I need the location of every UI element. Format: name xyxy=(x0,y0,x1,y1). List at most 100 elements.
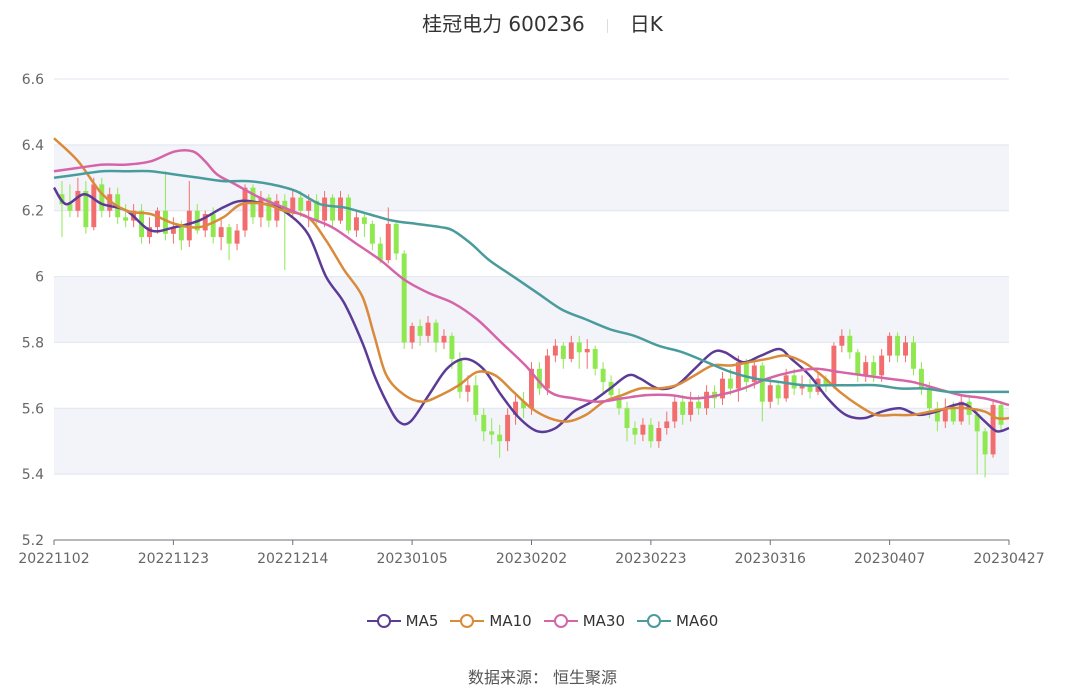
candle xyxy=(521,391,527,419)
y-tick-label: 5.2 xyxy=(22,533,44,549)
kline-chart[interactable]: 5.25.45.65.866.26.46.6 20221102 20221123 2… xyxy=(0,0,1085,600)
candle xyxy=(322,190,328,228)
x-tick-label: 20230105 xyxy=(376,551,447,567)
candle xyxy=(911,335,916,376)
title-separator xyxy=(606,18,608,33)
candle xyxy=(632,421,638,445)
legend-item-ma30[interactable]: MA30 xyxy=(543,612,626,630)
candle xyxy=(218,217,224,251)
x-tick-label: 20221102 xyxy=(18,551,89,567)
candle xyxy=(123,204,129,228)
candle xyxy=(560,342,566,369)
candle xyxy=(680,395,686,425)
candle xyxy=(759,362,765,422)
legend-label: MA30 xyxy=(582,612,626,630)
candle xyxy=(552,339,558,363)
y-axis: 5.2 5.4 5.6 5.8 6 6.2 6.4 6.6 xyxy=(22,72,44,549)
grid-band xyxy=(54,144,1009,211)
candle xyxy=(536,362,542,396)
legend-marker-icon xyxy=(543,614,578,628)
candle xyxy=(489,418,495,445)
candle xyxy=(107,187,113,218)
candle xyxy=(417,319,423,346)
candle xyxy=(497,424,503,458)
legend-item-ma10[interactable]: MA10 xyxy=(450,612,532,630)
candle xyxy=(640,418,646,442)
candle xyxy=(847,329,853,359)
candle xyxy=(170,217,176,244)
candle xyxy=(393,220,399,261)
data-source: 数据来源： 恒生聚源 xyxy=(467,668,618,687)
legend-item-ma60[interactable]: MA60 xyxy=(637,612,718,630)
legend-marker-icon xyxy=(637,614,672,628)
candle xyxy=(385,207,391,264)
candle xyxy=(473,375,479,422)
candle xyxy=(544,349,550,396)
candle xyxy=(807,378,813,399)
legend-item-ma5[interactable]: MA5 xyxy=(366,612,439,630)
y-tick-label: 6 xyxy=(35,270,44,286)
candle xyxy=(226,223,232,261)
candle xyxy=(155,207,160,234)
x-tick-label: 20230223 xyxy=(615,551,686,567)
x-tick-label: 20230202 xyxy=(496,551,567,567)
candle xyxy=(688,391,694,422)
candle xyxy=(441,329,447,350)
candle xyxy=(982,428,988,478)
ma-line-ma30 xyxy=(53,148,1010,407)
candle xyxy=(568,335,574,363)
candle xyxy=(314,194,320,224)
chart-title: 桂冠电力 600236 日K xyxy=(0,8,1085,37)
candle xyxy=(616,388,622,415)
legend-label: MA60 xyxy=(676,612,719,630)
candle xyxy=(664,411,670,435)
candle xyxy=(186,181,192,247)
legend: MA5 MA10 MA30 MA60 xyxy=(0,612,1085,633)
candle xyxy=(863,355,869,382)
ma-lines xyxy=(52,137,1010,434)
y-tick-label: 5.6 xyxy=(22,401,44,417)
x-tick-label: 20221123 xyxy=(138,551,209,567)
candle xyxy=(513,395,519,425)
candle xyxy=(242,184,248,238)
candle xyxy=(576,335,582,369)
legend-label: MA5 xyxy=(405,612,439,630)
x-axis: 20221102 20221123 20221214 20230105 20230202… xyxy=(18,539,1045,567)
candle xyxy=(831,342,837,389)
candle xyxy=(895,332,901,363)
candle xyxy=(720,372,725,405)
candle xyxy=(481,408,487,442)
ma-line-ma10 xyxy=(53,137,1010,423)
x-tick-label: 20230427 xyxy=(973,551,1044,567)
candle xyxy=(83,181,89,234)
candle xyxy=(274,194,280,228)
candle xyxy=(202,210,208,238)
candle xyxy=(791,368,797,396)
grid-band xyxy=(54,276,1009,343)
candle xyxy=(234,223,240,251)
candle xyxy=(648,418,654,448)
candle xyxy=(99,177,105,218)
candle xyxy=(934,401,940,432)
candle xyxy=(369,220,375,251)
ma-line-ma60 xyxy=(53,169,1009,394)
candle xyxy=(353,210,359,238)
x-tick-label: 20230316 xyxy=(735,551,806,567)
candle xyxy=(918,362,924,396)
y-tick-label: 6.6 xyxy=(22,72,44,88)
candle xyxy=(656,421,662,448)
candle xyxy=(600,362,606,392)
candle xyxy=(879,349,885,382)
candle xyxy=(839,329,845,353)
candle xyxy=(592,345,598,376)
candle xyxy=(903,335,908,363)
candle xyxy=(672,395,678,429)
candle xyxy=(91,177,97,231)
candle xyxy=(361,214,367,238)
candle xyxy=(775,381,781,405)
candle xyxy=(67,184,73,218)
candle xyxy=(624,401,630,442)
ma-line-ma5 xyxy=(52,186,1010,434)
candle xyxy=(465,375,471,402)
candle xyxy=(974,408,980,475)
